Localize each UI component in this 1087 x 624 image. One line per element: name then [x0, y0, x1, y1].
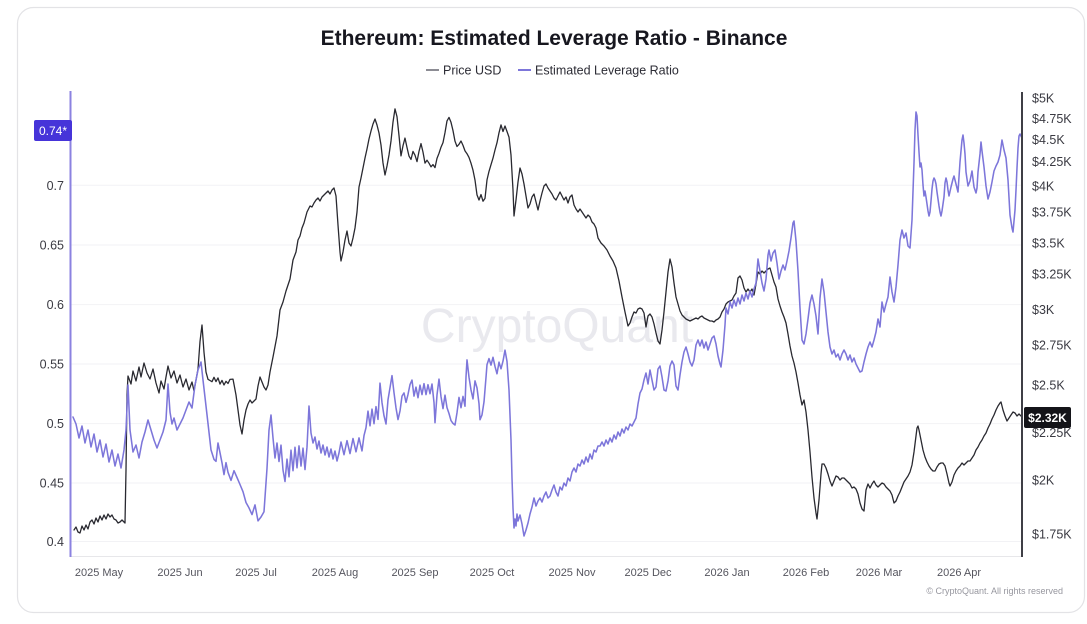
svg-text:$4.75K: $4.75K: [1032, 112, 1072, 126]
svg-text:2025 Aug: 2025 Aug: [312, 567, 359, 579]
svg-text:2025 Jun: 2025 Jun: [157, 567, 202, 579]
svg-text:CryptoQuant: CryptoQuant: [421, 300, 693, 353]
svg-text:$4K: $4K: [1032, 180, 1055, 194]
svg-text:$3.5K: $3.5K: [1032, 237, 1065, 251]
svg-text:$2.75K: $2.75K: [1032, 339, 1072, 353]
svg-text:$3.75K: $3.75K: [1032, 206, 1072, 220]
svg-text:$2.25K: $2.25K: [1032, 426, 1072, 440]
svg-text:2025 Sep: 2025 Sep: [391, 567, 438, 579]
svg-text:Ethereum: Estimated Leverage R: Ethereum: Estimated Leverage Ratio - Bin…: [321, 27, 788, 50]
svg-text:2026 Mar: 2026 Mar: [856, 567, 903, 579]
svg-text:$5K: $5K: [1032, 92, 1055, 106]
svg-text:0.5: 0.5: [47, 417, 64, 431]
svg-text:2026 Feb: 2026 Feb: [783, 567, 829, 579]
svg-text:2025 Oct: 2025 Oct: [470, 567, 515, 579]
svg-text:0.6: 0.6: [47, 298, 64, 312]
svg-text:$4.25K: $4.25K: [1032, 155, 1072, 169]
svg-text:2025 Jul: 2025 Jul: [235, 567, 277, 579]
svg-text:0.74*: 0.74*: [39, 124, 67, 138]
svg-text:2026 Jan: 2026 Jan: [704, 567, 749, 579]
svg-text:0.45: 0.45: [40, 477, 64, 491]
svg-text:2025 Dec: 2025 Dec: [624, 567, 672, 579]
svg-text:0.65: 0.65: [40, 239, 64, 253]
svg-text:$2K: $2K: [1032, 474, 1055, 488]
svg-text:Estimated Leverage Ratio: Estimated Leverage Ratio: [535, 64, 679, 78]
svg-text:$3.25K: $3.25K: [1032, 268, 1072, 282]
svg-text:© CryptoQuant. All rights rese: © CryptoQuant. All rights reserved: [926, 586, 1063, 596]
svg-text:$2.5K: $2.5K: [1032, 379, 1065, 393]
svg-text:$1.75K: $1.75K: [1032, 528, 1072, 542]
svg-text:0.4: 0.4: [47, 535, 64, 549]
svg-text:0.7: 0.7: [47, 179, 64, 193]
svg-text:$2.32K: $2.32K: [1028, 411, 1067, 425]
svg-text:$3K: $3K: [1032, 303, 1055, 317]
svg-text:2026 Apr: 2026 Apr: [937, 567, 981, 579]
svg-text:2025 May: 2025 May: [75, 567, 124, 579]
svg-text:2025 Nov: 2025 Nov: [548, 567, 596, 579]
svg-text:$4.5K: $4.5K: [1032, 133, 1065, 147]
svg-text:Price USD: Price USD: [443, 64, 501, 78]
svg-text:0.55: 0.55: [40, 358, 64, 372]
